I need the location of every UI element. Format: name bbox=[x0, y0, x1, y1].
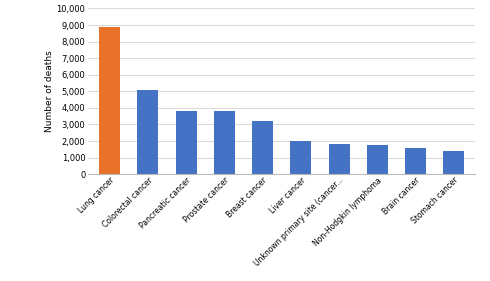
Bar bbox=[252, 121, 273, 174]
Y-axis label: Number of deaths: Number of deaths bbox=[45, 51, 54, 132]
Bar bbox=[443, 151, 465, 174]
Bar bbox=[291, 141, 311, 174]
Bar bbox=[99, 27, 120, 174]
Bar bbox=[175, 111, 196, 174]
Bar bbox=[214, 111, 235, 174]
Bar bbox=[329, 144, 350, 174]
Bar bbox=[367, 145, 388, 174]
Bar bbox=[137, 90, 158, 174]
Bar bbox=[405, 148, 426, 174]
